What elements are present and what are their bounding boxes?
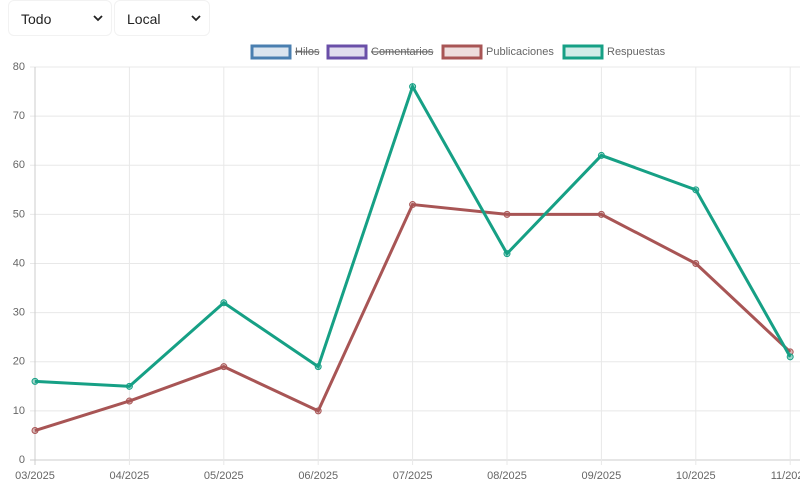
dropdown[interactable]: Local — [114, 0, 210, 36]
chevron — [191, 15, 201, 22]
data-point — [786, 353, 794, 361]
y-tick-label: 70 — [13, 110, 25, 122]
data-point — [597, 210, 605, 218]
y-tick-label: 10 — [13, 405, 25, 417]
data-point — [220, 363, 228, 371]
x-tick-label: 05/2025 — [204, 470, 244, 482]
series-line — [34, 82, 792, 388]
legend-swatch — [441, 44, 483, 60]
legend-label: Respuestas — [607, 46, 666, 58]
x-tick-label: 10/2025 — [676, 470, 716, 482]
y-tick-label: 20 — [13, 356, 25, 368]
y-tick-label: 30 — [13, 307, 25, 319]
legend-swatch — [562, 44, 604, 60]
legend-label: Publicaciones — [486, 46, 554, 58]
data-point — [503, 210, 511, 218]
data-point — [314, 363, 322, 371]
data-point — [220, 299, 228, 307]
data-point — [409, 83, 417, 91]
y-tick-label: 80 — [13, 61, 25, 73]
x-tick-label: 11/2025 — [771, 470, 800, 482]
dropdown-label: Local — [127, 11, 161, 27]
data-point — [314, 407, 322, 415]
data-point — [503, 250, 511, 258]
data-point — [31, 427, 39, 435]
data-point — [125, 382, 133, 390]
y-tick-label: 50 — [13, 208, 25, 220]
y-tick-label: 40 — [13, 257, 25, 269]
data-point — [31, 377, 39, 385]
x-tick-label: 04/2025 — [110, 470, 150, 482]
data-point — [409, 201, 417, 209]
x-tick-label: 07/2025 — [393, 470, 433, 482]
chevron — [93, 15, 103, 22]
x-tick-label: 08/2025 — [487, 470, 527, 482]
data-point — [692, 260, 700, 267]
y-tick-label: 0 — [19, 454, 25, 466]
dropdown-label: Todo — [21, 11, 52, 27]
x-tick-label: 09/2025 — [582, 470, 622, 482]
legend-label: Hilos — [295, 46, 320, 58]
legend-label: Comentarios — [371, 46, 434, 58]
x-tick-label: 06/2025 — [298, 470, 338, 482]
x-tick-label: 03/2025 — [15, 470, 55, 482]
series-line — [34, 202, 792, 432]
dropdown[interactable]: Todo — [8, 0, 112, 36]
legend-swatch — [250, 44, 292, 60]
data-point — [125, 397, 133, 405]
data-point — [597, 151, 605, 159]
legend-swatch — [326, 44, 368, 60]
y-tick-label: 60 — [13, 159, 25, 171]
data-point — [692, 186, 700, 194]
